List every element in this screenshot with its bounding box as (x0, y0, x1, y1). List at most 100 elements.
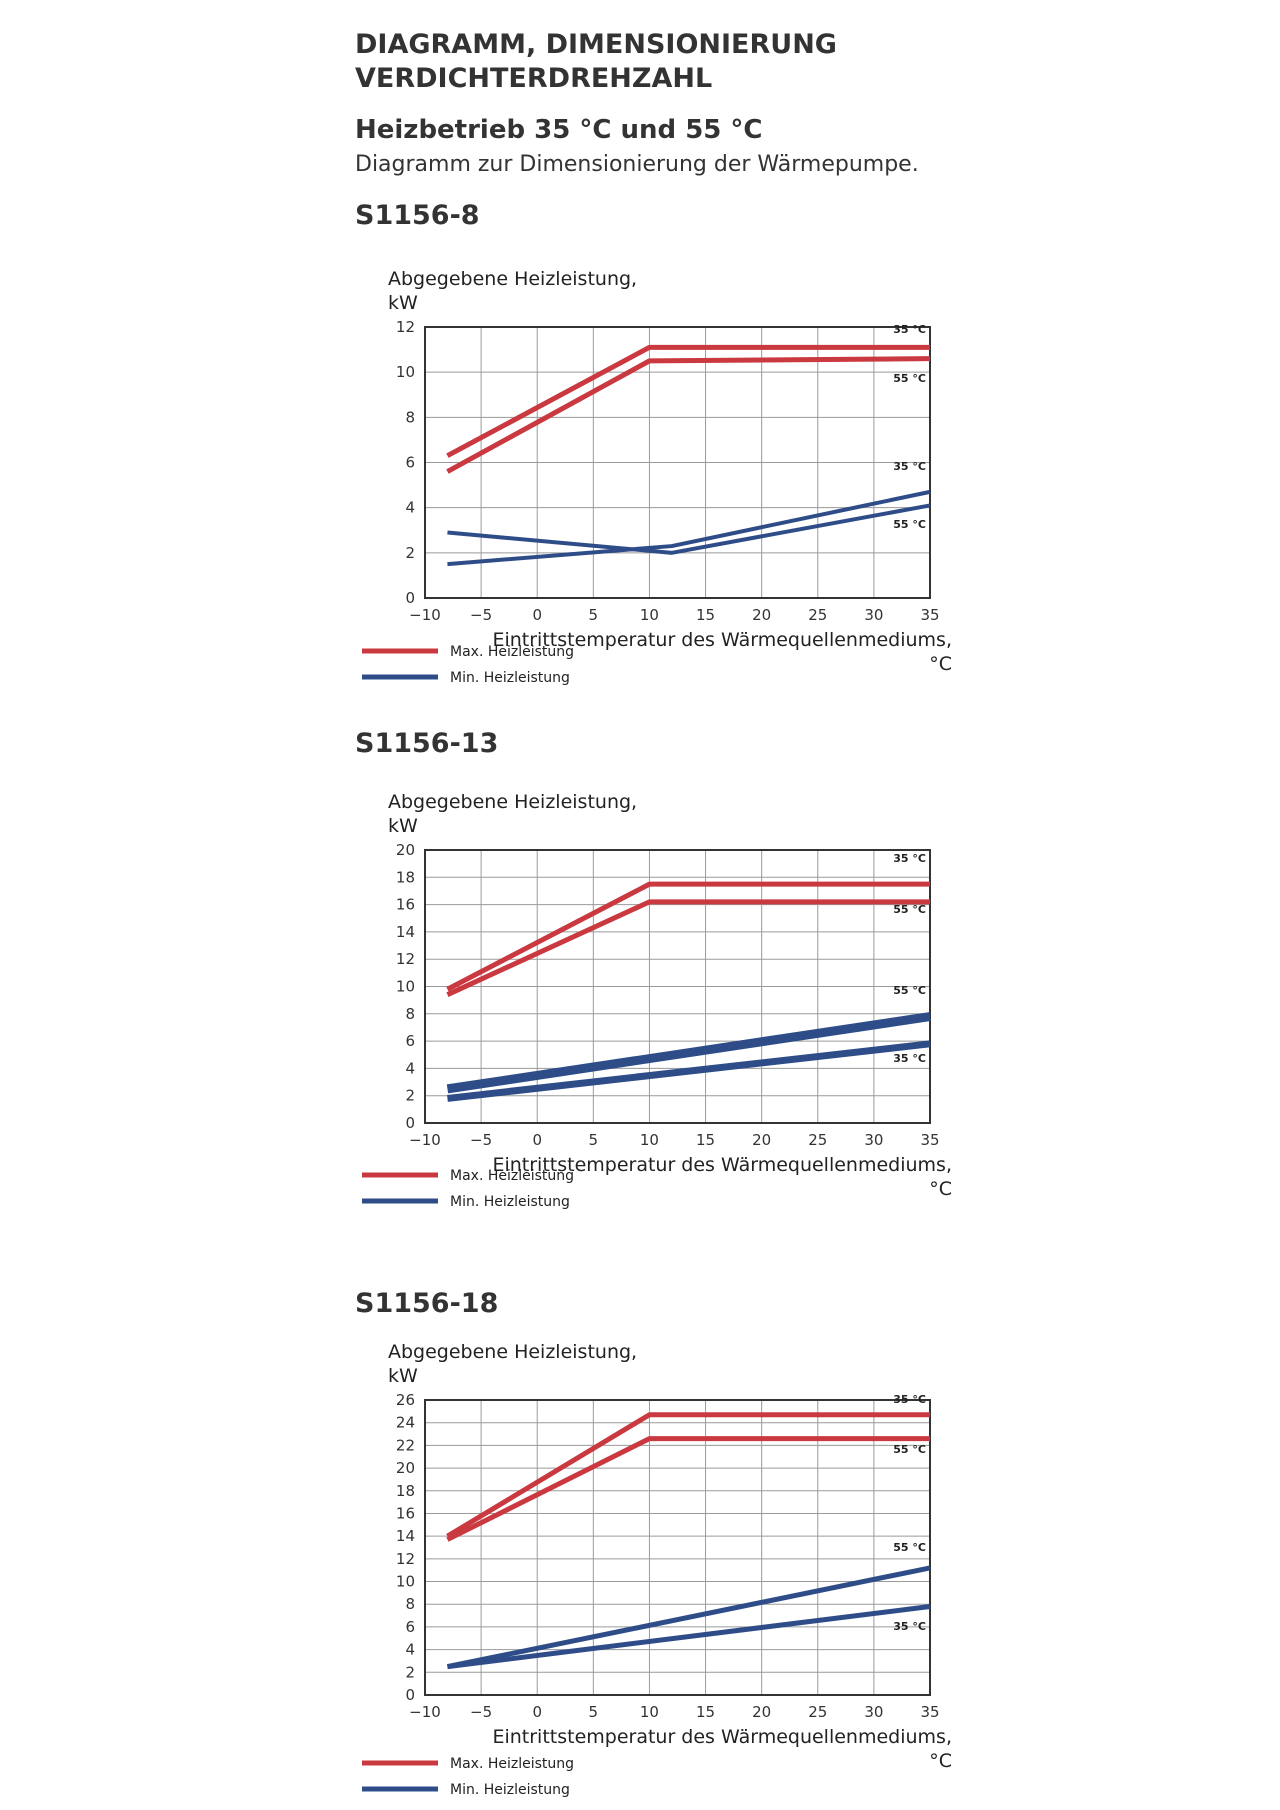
y-tick-label: 20 (396, 1459, 415, 1477)
x-tick-label: −10 (409, 1703, 441, 1721)
x-axis-label-line2: °C (929, 653, 952, 675)
curve-label: 55 °C (893, 1443, 926, 1456)
x-axis-label-line1: Eintrittstemperatur des Wärmequellenmedi… (492, 629, 952, 651)
curve-label: 35 °C (893, 1393, 926, 1406)
x-tick-label: −5 (470, 1703, 492, 1721)
y-tick-label: 4 (405, 1641, 415, 1659)
curve-label: 55 °C (893, 372, 926, 385)
curve-label: 55 °C (893, 984, 926, 997)
y-tick-label: 2 (405, 1663, 415, 1681)
plot-frame (424, 849, 931, 1124)
y-axis-label-line2: kW (388, 1365, 418, 1387)
y-tick-label: 6 (405, 1032, 415, 1050)
legend-label-max: Max. Heizleistung (450, 1168, 574, 1184)
x-tick-label: 5 (589, 1131, 599, 1149)
chart-title-1: S1156-8 (355, 200, 480, 231)
y-tick-label: 8 (405, 1595, 415, 1613)
x-tick-label: 15 (696, 1131, 715, 1149)
x-tick-label: −5 (470, 606, 492, 624)
series-line-min-3 (447, 1604, 931, 1670)
x-axis-label-line1: Eintrittstemperatur des Wärmequellenmedi… (492, 1154, 952, 1176)
series-line-max-1 (446, 1436, 930, 1542)
legend-label-max: Max. Heizleistung (450, 644, 574, 660)
y-axis-label-line1: Abgegebene Heizleistung, (388, 268, 637, 290)
series-line-min-3 (447, 503, 931, 555)
x-tick-label: 35 (920, 1703, 939, 1721)
x-tick-label: 5 (589, 606, 599, 624)
x-axis-label-line2: °C (929, 1750, 952, 1772)
x-tick-label: 25 (808, 606, 827, 624)
curve-label: 55 °C (893, 1541, 926, 1554)
curve-label: 35 °C (893, 852, 926, 865)
series-line-min-2 (446, 1012, 931, 1094)
x-tick-label: 20 (752, 1131, 771, 1149)
plot-frame (424, 1399, 931, 1696)
series-line-min-2 (446, 1565, 931, 1670)
x-tick-label: 30 (864, 606, 883, 624)
y-tick-label: 26 (396, 1391, 415, 1409)
y-tick-label: 0 (405, 1686, 415, 1704)
x-tick-label: 15 (696, 606, 715, 624)
curve-label: 55 °C (893, 518, 926, 531)
y-tick-label: 6 (405, 1618, 415, 1636)
y-tick-label: 16 (396, 896, 415, 914)
legend-label-min: Min. Heizleistung (450, 670, 570, 686)
y-tick-label: 12 (396, 1550, 415, 1568)
x-tick-label: 0 (532, 1131, 542, 1149)
series-line-max-0 (446, 1412, 930, 1539)
series-line-max-0 (446, 881, 930, 992)
curve-label: 35 °C (893, 1620, 926, 1633)
y-tick-label: 12 (396, 950, 415, 968)
y-tick-label: 2 (405, 1087, 415, 1105)
y-tick-label: 10 (396, 1573, 415, 1591)
x-tick-label: −10 (409, 1131, 441, 1149)
curve-label: 35 °C (893, 323, 926, 336)
document-title: DIAGRAMM, DIMENSIONIERUNG VERDICHTERDREH… (355, 28, 955, 96)
x-tick-label: 20 (752, 606, 771, 624)
y-tick-label: 0 (405, 589, 415, 607)
curve-label: 35 °C (893, 1052, 926, 1065)
y-tick-label: 22 (396, 1436, 415, 1454)
y-tick-label: 0 (405, 1114, 415, 1132)
x-axis-label-line2: °C (929, 1178, 952, 1200)
legend-label-max: Max. Heizleistung (450, 1756, 574, 1772)
y-tick-label: 8 (405, 1005, 415, 1023)
x-tick-label: 0 (532, 606, 542, 624)
chart-s1156-18: −10 −5 0 5 10 15 20 25 30 35024681012141618202224… (362, 1341, 952, 1798)
plot-frame (424, 326, 931, 599)
y-axis-label-line1: Abgegebene Heizleistung, (388, 791, 637, 813)
document-subtitle: Heizbetrieb 35 °C und 55 °C (355, 115, 763, 145)
y-axis-label-line2: kW (388, 815, 418, 837)
series-line-max-1 (446, 899, 930, 997)
x-tick-label: 0 (532, 1703, 542, 1721)
y-tick-label: 10 (396, 978, 415, 996)
x-tick-label: 10 (640, 1131, 659, 1149)
x-tick-label: 25 (808, 1131, 827, 1149)
x-tick-label: −5 (470, 1131, 492, 1149)
x-tick-label: 10 (640, 1703, 659, 1721)
y-tick-label: 14 (396, 923, 415, 941)
y-tick-label: 6 (405, 454, 415, 472)
x-tick-label: 10 (640, 606, 659, 624)
chart-s1156-8: −10 −5 0 5 10 15 20 25 30 35 0 2 4 6 8 10 12 Abgegebene H… (362, 268, 952, 686)
document-description: Diagramm zur Dimensionierung der Wärmepu… (355, 152, 919, 177)
series-line-max-1 (446, 356, 931, 474)
legend-label-min: Min. Heizleistung (450, 1782, 570, 1798)
x-tick-label: 35 (920, 1131, 939, 1149)
x-tick-label: 15 (696, 1703, 715, 1721)
y-tick-label: 8 (405, 408, 415, 426)
curve-label: 35 °C (893, 460, 926, 473)
x-tick-label: 20 (752, 1703, 771, 1721)
y-tick-label: 4 (405, 1059, 415, 1077)
chart-title-2: S1156-13 (355, 728, 499, 759)
y-axis-label-line2: kW (388, 292, 418, 314)
series-line-min-3 (447, 1040, 931, 1102)
y-tick-label: 12 (396, 318, 415, 336)
y-tick-label: 24 (396, 1414, 415, 1432)
y-tick-label: 18 (396, 1482, 415, 1500)
x-tick-label: −10 (409, 606, 441, 624)
series-line-min-2 (447, 489, 931, 567)
chart-title-3: S1156-18 (355, 1288, 499, 1319)
y-tick-label: 14 (396, 1527, 415, 1545)
